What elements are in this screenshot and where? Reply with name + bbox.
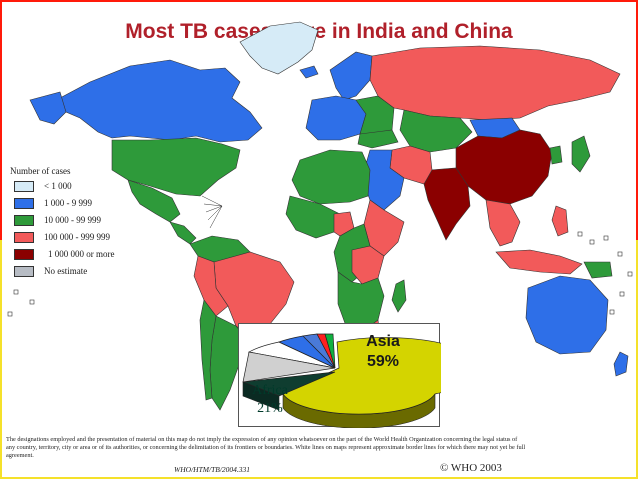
legend-swatch xyxy=(14,197,34,209)
region-iceland xyxy=(299,65,319,79)
region-central-america xyxy=(169,221,197,245)
pie-label-asia: Asia 59% xyxy=(358,332,408,372)
legend-swatch xyxy=(14,180,34,192)
region-japan xyxy=(571,135,591,173)
region-png xyxy=(583,261,613,279)
map-disclaimer: The designations employed and the presen… xyxy=(6,436,526,459)
legend-item: 1 000 - 9 999 xyxy=(14,197,92,209)
pie-chart-svg xyxy=(242,333,480,429)
legend-label: < 1 000 xyxy=(44,181,72,191)
pie-label-africa: Africa 21% xyxy=(245,382,295,418)
pie-slice-wpr-green xyxy=(324,333,336,369)
legend-swatch xyxy=(14,248,34,260)
pie-label-africa-name: Africa xyxy=(252,383,288,398)
region-southeast-asia xyxy=(485,199,521,247)
region-chile xyxy=(199,299,217,401)
legend-swatch xyxy=(14,231,34,243)
legend-label: 100 000 - 999 999 xyxy=(44,232,110,242)
region-indonesia xyxy=(495,249,583,275)
legend-item: < 1 000 xyxy=(14,180,72,192)
legend-item: 100 000 - 999 999 xyxy=(14,231,110,243)
region-korea xyxy=(549,145,563,165)
pie-label-asia-name: Asia xyxy=(366,333,400,350)
document-reference: WHO/HTM/TB/2004.331 xyxy=(174,465,251,474)
region-west-africa xyxy=(285,195,341,239)
legend-swatch xyxy=(14,214,34,226)
legend-label: 1 000 - 9 999 xyxy=(44,198,92,208)
region-southern-africa xyxy=(337,271,385,333)
legend-item: No estimate xyxy=(14,265,87,277)
region-western-europe xyxy=(305,95,367,141)
legend-title: Number of cases xyxy=(10,166,71,176)
region-alaska xyxy=(29,91,67,125)
region-india xyxy=(423,167,471,241)
region-greenland xyxy=(239,21,319,75)
pie-label-asia-value: 59% xyxy=(366,353,400,370)
region-philippines xyxy=(551,205,569,237)
region-peru xyxy=(193,255,229,317)
copyright-notice: © WHO 2003 xyxy=(440,462,502,474)
region-russia xyxy=(369,45,621,121)
region-scandinavia xyxy=(329,51,373,101)
pie-label-africa-value: 21% xyxy=(257,401,283,416)
region-canada xyxy=(59,59,263,143)
pie-slice-other xyxy=(242,351,336,383)
legend-swatch xyxy=(14,265,34,277)
legend-label: No estimate xyxy=(44,266,88,276)
caribbean-callout xyxy=(201,195,223,229)
region-madagascar xyxy=(391,279,407,313)
legend-label: 1 000 000 or more xyxy=(48,249,115,259)
region-australia xyxy=(525,275,609,355)
inset-pie-chart xyxy=(238,323,480,429)
region-turkey xyxy=(357,129,399,149)
region-north-africa xyxy=(291,149,371,205)
slide-title: Most TB cases were in India and China xyxy=(125,20,513,43)
pie-slice-africa xyxy=(242,371,336,397)
legend-item: 10 000 - 99 999 xyxy=(14,214,101,226)
legend-item: 1 000 000 or more xyxy=(14,248,115,260)
pacific-islands xyxy=(7,231,633,317)
legend-label: 10 000 - 99 999 xyxy=(44,215,101,225)
region-china xyxy=(455,129,553,205)
region-new-zealand xyxy=(613,351,629,377)
